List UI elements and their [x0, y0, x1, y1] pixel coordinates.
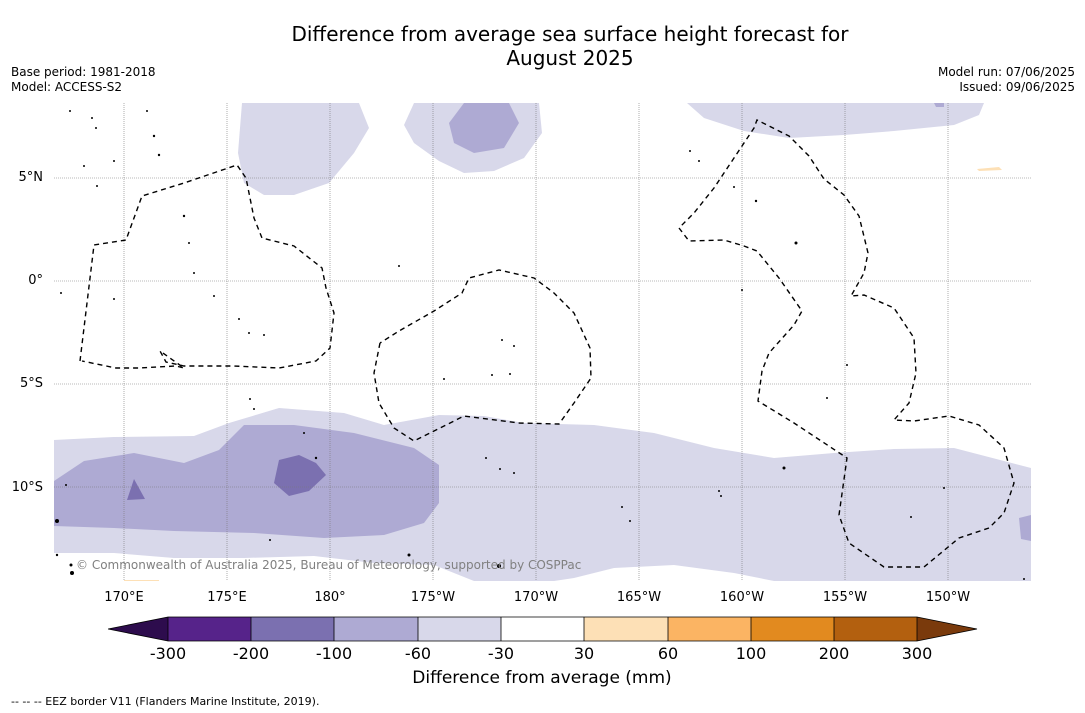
colorbar-tick-7: 60 — [657, 644, 679, 663]
colorbar-bin-5 — [501, 617, 584, 641]
map-title-line2: August 2025 — [506, 46, 634, 70]
colorbar-bin-1 — [168, 617, 251, 641]
colorbar-bin-6 — [584, 617, 668, 641]
lat-label-5n: 5°N — [18, 170, 44, 185]
colorbar-tick-3: -100 — [315, 644, 353, 663]
colorbar-bin-2 — [251, 617, 334, 641]
model-name: Model: ACCESS-S2 — [11, 80, 123, 94]
lon-label-155w: 155°W — [822, 590, 868, 605]
colorbar — [108, 616, 978, 642]
colorbar-bin-8 — [751, 617, 834, 641]
lon-label-150w: 150°W — [925, 590, 971, 605]
eez-borders — [79, 119, 1015, 568]
map-title-line1: Difference from average sea surface heig… — [291, 22, 849, 46]
colorbar-extend-max — [917, 617, 977, 641]
eez-legend-note: -- -- -- EEZ border V11 (Flanders Marine… — [11, 695, 320, 708]
issued-date: Issued: 09/06/2025 — [959, 80, 1075, 94]
colorbar-tick-8: 100 — [735, 644, 767, 663]
base-period: Base period: 1981-2018 — [11, 65, 156, 79]
anomaly-medium-regions — [54, 103, 1031, 541]
lon-label-175e: 175°E — [207, 590, 247, 605]
lon-label-170w: 170°W — [513, 590, 559, 605]
colorbar-bin-4 — [418, 617, 501, 641]
copyright-notice: © Commonwealth of Australia 2025, Bureau… — [76, 558, 582, 572]
lon-label-165w: 165°W — [616, 590, 662, 605]
map-area — [54, 103, 1031, 581]
colorbar-tick-4: -60 — [404, 644, 432, 663]
anomaly-positive-patch-2 — [124, 580, 159, 581]
colorbar-tick-9: 200 — [818, 644, 850, 663]
colorbar-tick-2: -200 — [232, 644, 270, 663]
lat-label-10s: 10°S — [11, 480, 43, 495]
anomaly-positive-patch — [977, 167, 1002, 171]
lon-label-160w: 160°W — [719, 590, 765, 605]
colorbar-tick-5: -30 — [487, 644, 515, 663]
colorbar-tick-6: 30 — [573, 644, 595, 663]
lat-label-5s: 5°S — [19, 376, 43, 391]
colorbar-bin-3 — [334, 617, 418, 641]
lon-label-180: 180° — [314, 590, 346, 605]
model-run: Model run: 07/06/2025 — [937, 65, 1075, 79]
map-canvas — [54, 103, 1031, 581]
lat-label-0: 0° — [28, 273, 43, 288]
gridlines — [54, 103, 1031, 581]
colorbar-bin-7 — [668, 617, 751, 641]
anomaly-dark-regions — [127, 455, 326, 500]
colorbar-extend-min — [108, 617, 168, 641]
lon-label-175w: 175°W — [410, 590, 456, 605]
island-markers — [55, 110, 1025, 580]
colorbar-title: Difference from average (mm) — [412, 668, 672, 688]
colorbar-tick-1: -300 — [149, 644, 187, 663]
colorbar-tick-10: 300 — [901, 644, 933, 663]
colorbar-bin-9 — [834, 617, 917, 641]
lon-label-170e: 170°E — [104, 590, 144, 605]
